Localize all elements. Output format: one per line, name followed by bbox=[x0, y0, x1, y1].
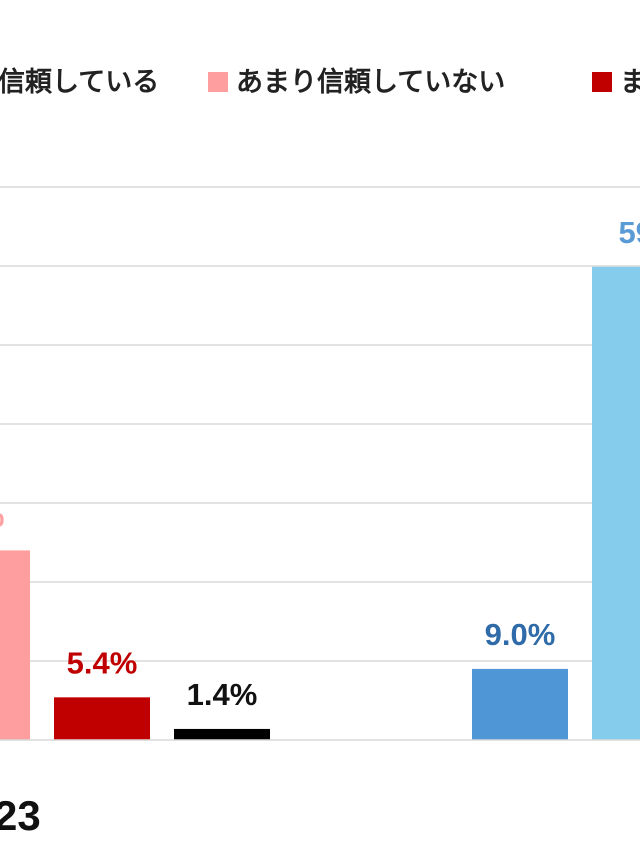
bar-1-1 bbox=[592, 266, 640, 740]
legend-label-somewhat-distrust: あまり信頼していない bbox=[236, 67, 505, 98]
legend-label-trust: 信頼している bbox=[0, 67, 159, 98]
gridlines bbox=[0, 186, 640, 662]
data-labels: 0% 5.4% 1.4% 9.0% 59. bbox=[0, 215, 640, 712]
data-label-1-1: 59. bbox=[618, 215, 640, 250]
bars bbox=[0, 266, 640, 740]
bar-0-2 bbox=[174, 728, 270, 740]
data-label-0-0: 0% bbox=[0, 498, 4, 533]
legend-label-third: ま bbox=[620, 67, 640, 98]
data-label-1-0: 9.0% bbox=[485, 617, 556, 652]
legend-swatch-third bbox=[592, 72, 612, 92]
bar-0-0 bbox=[0, 550, 30, 740]
bar-1-0 bbox=[472, 668, 568, 740]
bar-0-1 bbox=[54, 697, 150, 740]
legend-swatch-somewhat-distrust bbox=[208, 72, 228, 92]
data-label-0-1: 5.4% bbox=[67, 645, 138, 680]
legend: 信頼している あまり信頼していない ま bbox=[0, 67, 640, 98]
category-label: 23 bbox=[0, 792, 41, 839]
data-label-0-2: 1.4% bbox=[187, 677, 258, 712]
